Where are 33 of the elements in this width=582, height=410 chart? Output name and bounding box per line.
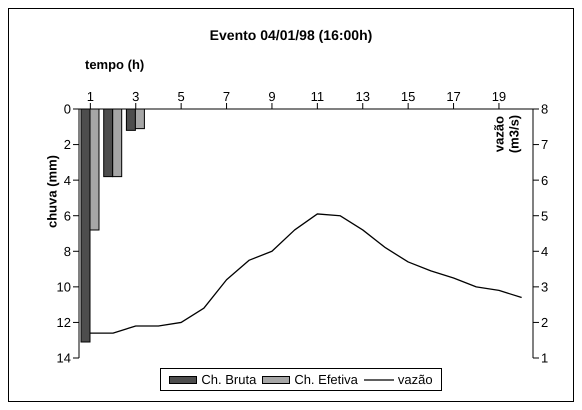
y2-tick-label: 3 [541,279,548,294]
y2-tick-label: 5 [541,208,548,224]
y2-tick-label: 4 [541,244,548,259]
y2-tick-label: 2 [541,315,548,330]
x-tick-label: 11 [310,89,324,104]
y-tick-label: 0 [64,102,71,117]
y-tick-label: 2 [64,137,71,152]
y2-tick-label: 8 [541,102,548,117]
legend-label: Ch. Efetiva [294,372,358,387]
y-axis-title: chuva (mm) [44,154,60,230]
x-tick-label: 13 [356,89,370,104]
y-tick-label: 6 [64,208,71,224]
x-axis-title: tempo (h) [85,57,144,72]
x-tick-label: 19 [492,89,506,104]
y-tick-label: 14 [56,350,71,366]
chart-title: Evento 04/01/98 (16:00h) [208,27,374,43]
y2-axis-title: vazão (m3/s) [492,114,522,154]
y-tick-label: 12 [56,315,71,330]
x-tick-label: 1 [86,89,94,104]
legend-label: vazão [398,372,433,387]
x-tick-label: 15 [400,89,416,104]
y-tick-label: 8 [64,244,71,259]
x-tick-label: 17 [446,89,461,104]
y2-tick-label: 6 [541,172,548,188]
x-tick-label: 3 [132,89,140,104]
legend-label: Ch. Bruta [201,372,256,387]
y-tick-label: 10 [56,279,71,294]
y-tick-label: 4 [64,172,71,188]
x-tick-label: 7 [222,89,230,104]
x-tick-label: 5 [178,89,185,104]
y2-tick-label: 1 [541,350,548,366]
x-tick-label: 9 [268,89,276,104]
y2-tick-label: 7 [541,137,548,152]
